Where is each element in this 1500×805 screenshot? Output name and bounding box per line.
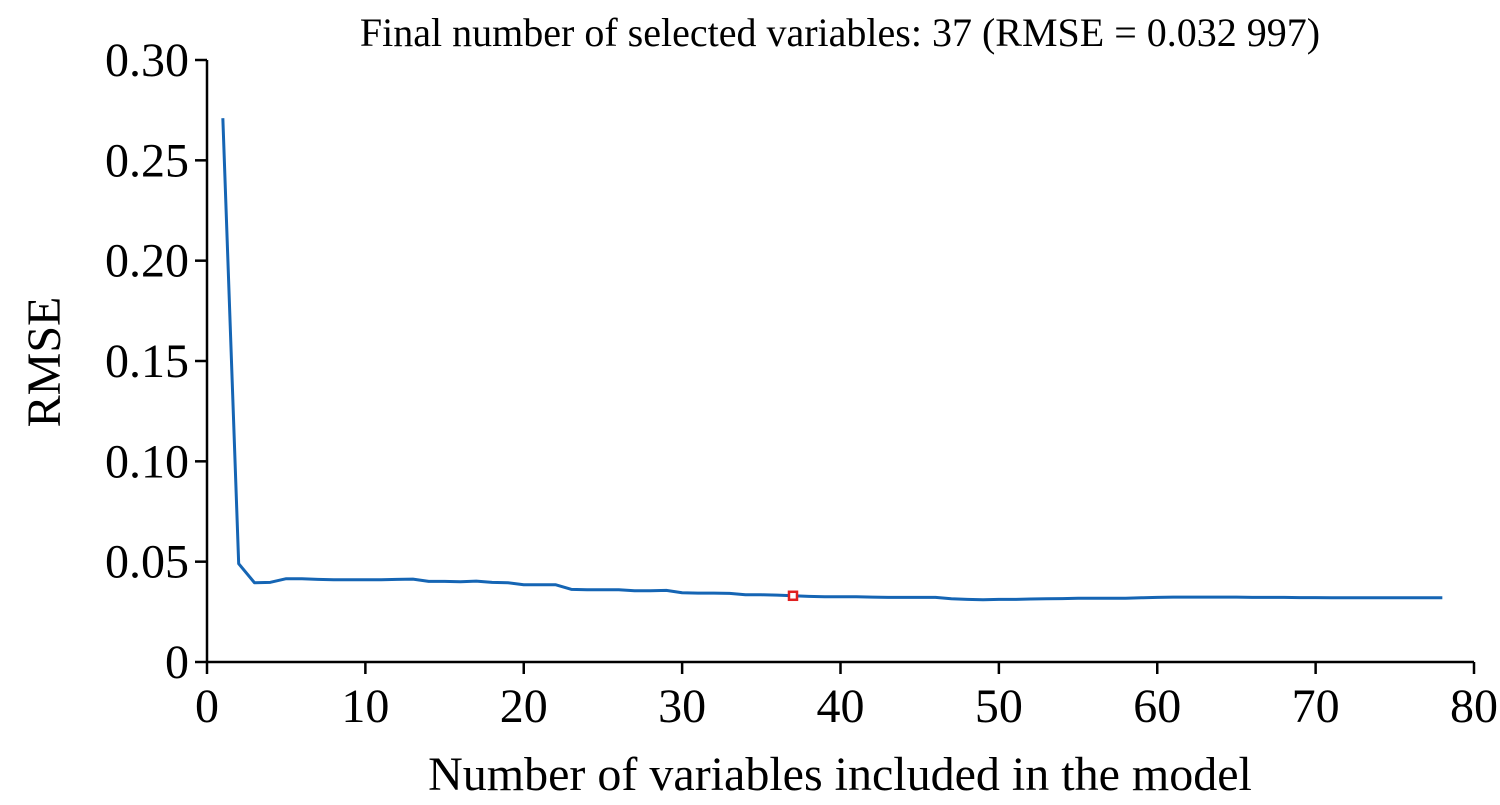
y-tick-label: 0.15	[105, 335, 189, 388]
x-tick-label: 0	[195, 680, 219, 733]
series-layer	[221, 118, 1443, 602]
y-tick-label: 0.25	[105, 134, 189, 187]
y-tick-label: 0.20	[105, 235, 189, 288]
y-tick-label: 0.10	[105, 435, 189, 488]
y-axis-label: RMSE	[18, 297, 71, 428]
x-tick-label: 10	[341, 680, 389, 733]
x-tick-label: 80	[1450, 680, 1498, 733]
x-tick-label: 50	[975, 680, 1023, 733]
rmse-series-line	[221, 118, 1443, 602]
x-tick-label: 70	[1292, 680, 1340, 733]
x-tick-label: 20	[500, 680, 548, 733]
y-axis-ticks: 0 0.05 0.10 0.15 0.20 0.25 0.30	[105, 34, 207, 689]
y-tick-label: 0.30	[105, 34, 189, 87]
x-axis-label: Number of variables included in the mode…	[428, 748, 1252, 801]
x-tick-label: 40	[817, 680, 865, 733]
x-tick-label: 60	[1133, 680, 1181, 733]
selected-point-marker	[787, 590, 799, 602]
chart-title: Final number of selected variables: 37 (…	[360, 10, 1320, 55]
y-tick-label: 0	[165, 636, 189, 689]
x-tick-label: 30	[658, 680, 706, 733]
x-axis-ticks: 0 10 20 30 40 50 60 70 80	[195, 662, 1498, 733]
y-tick-label: 0.05	[105, 536, 189, 589]
